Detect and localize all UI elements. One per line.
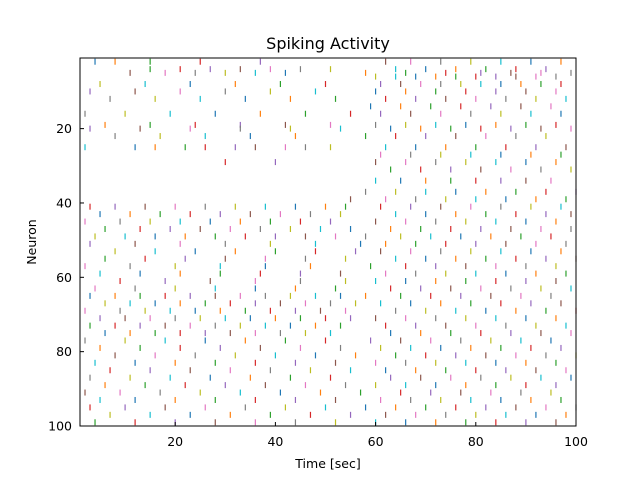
x-tick-label: 40	[267, 434, 283, 449]
plot-frame	[79, 57, 577, 427]
x-axis-label: Time [sec]	[294, 456, 360, 471]
x-tick-label: 100	[564, 434, 588, 449]
y-tick-label: 100	[48, 419, 72, 434]
x-tick-label: 80	[468, 434, 484, 449]
y-axis-ticks: 20 40 60 80 100	[48, 121, 84, 434]
x-tick-label: 20	[167, 434, 183, 449]
x-tick-label: 60	[368, 434, 384, 449]
y-tick-label: 80	[56, 344, 72, 359]
y-tick-label: 20	[56, 121, 72, 136]
x-axis-ticks: 20 40 60 80 100	[167, 422, 588, 449]
y-axis-label: Neuron	[24, 219, 39, 264]
y-tick-label: 40	[56, 195, 72, 210]
chart-title: Spiking Activity	[266, 34, 390, 53]
y-tick-label: 60	[56, 270, 72, 285]
spike-marks	[84, 58, 577, 426]
